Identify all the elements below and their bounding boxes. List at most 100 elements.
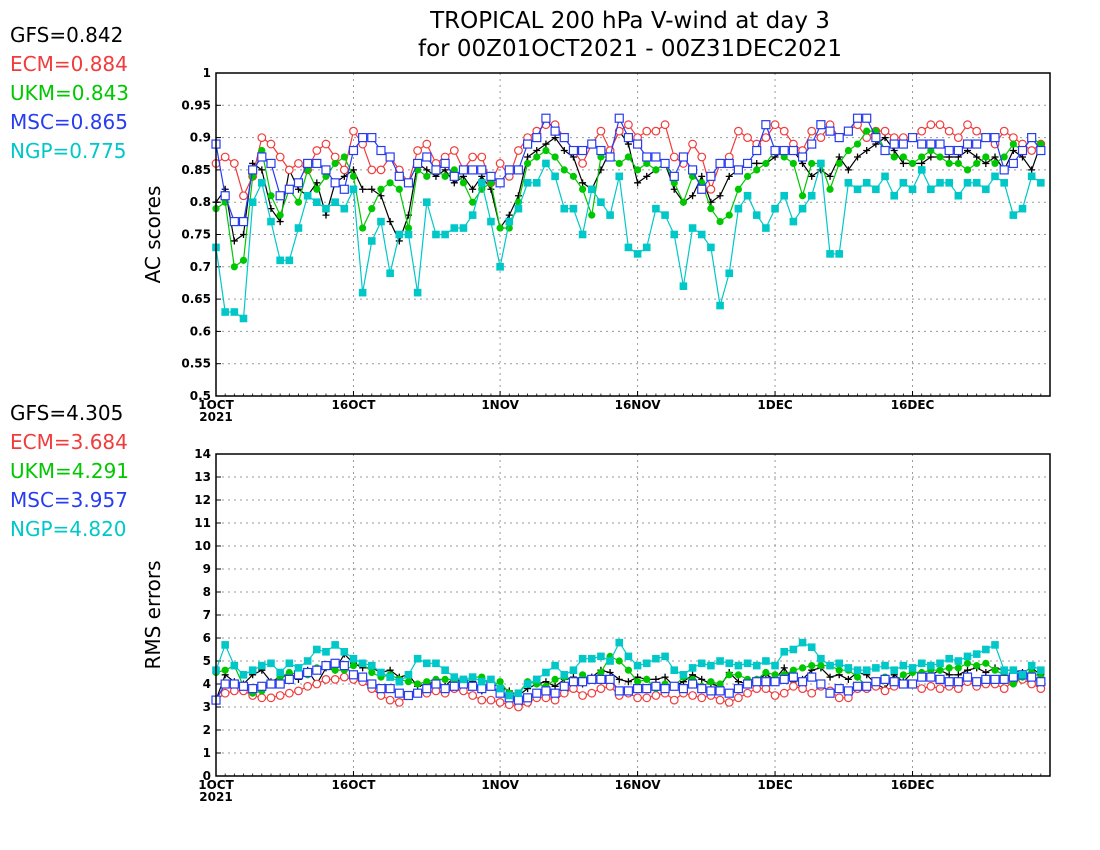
data-point-ukm xyxy=(899,153,907,161)
data-point-msc xyxy=(403,178,414,188)
data-point-gfs xyxy=(423,166,431,174)
data-point-msc xyxy=(449,171,459,181)
data-point-ngp xyxy=(798,204,807,213)
data-point-msc xyxy=(697,184,707,194)
data-point-msc xyxy=(339,660,349,671)
data-point-ngp xyxy=(917,166,926,174)
data-point-ecm xyxy=(220,152,230,162)
data-point-ecm xyxy=(477,152,487,162)
data-point-ukm xyxy=(716,217,724,226)
data-point-ngp xyxy=(752,661,761,670)
data-point-ukm xyxy=(963,659,972,667)
data-point-gfs xyxy=(698,675,706,683)
series-msc xyxy=(211,658,1046,705)
y-tick-label: 6 xyxy=(203,631,211,645)
data-point-ukm xyxy=(423,678,431,686)
data-point-ecm xyxy=(303,681,313,691)
data-point-ukm xyxy=(936,666,944,674)
data-point-ngp xyxy=(514,689,523,697)
data-point-msc xyxy=(706,171,716,181)
data-point-ukm xyxy=(808,159,816,168)
data-point-ecm xyxy=(266,693,276,703)
data-point-ngp xyxy=(248,198,257,206)
data-point-msc xyxy=(596,145,606,156)
data-point-gfs xyxy=(313,179,321,187)
data-point-ngp xyxy=(523,179,532,187)
data-point-ecm xyxy=(257,133,267,143)
data-point-msc xyxy=(440,158,450,169)
data-point-ngp xyxy=(606,211,614,219)
data-point-msc xyxy=(394,171,404,181)
data-point-msc xyxy=(1027,672,1037,682)
data-point-ukm xyxy=(588,211,596,219)
data-point-msc xyxy=(907,133,918,143)
data-point-ngp xyxy=(1018,671,1027,679)
y-tick-label: 14 xyxy=(194,447,211,461)
data-point-ngp xyxy=(459,224,468,232)
data-point-ngp xyxy=(413,288,422,297)
data-point-msc xyxy=(422,683,432,694)
plot-frame xyxy=(215,453,1051,777)
data-point-msc xyxy=(367,679,377,689)
data-point-ukm xyxy=(633,678,642,686)
data-point-ngp xyxy=(945,179,953,187)
data-point-msc xyxy=(733,165,743,175)
data-point-ecm xyxy=(963,120,972,130)
data-point-msc xyxy=(843,686,853,696)
data-point-ukm xyxy=(725,671,733,679)
y-tick-label: 9 xyxy=(203,562,211,576)
data-point-ngp xyxy=(459,675,468,684)
data-point-ecm xyxy=(339,165,349,175)
data-point-ukm xyxy=(908,159,917,168)
data-point-msc xyxy=(348,145,359,156)
data-point-gfs xyxy=(661,673,669,681)
data-point-ecm xyxy=(385,695,395,705)
data-point-msc xyxy=(651,681,661,691)
data-point-ngp xyxy=(743,659,752,668)
data-point-ecm xyxy=(614,126,624,136)
data-point-msc xyxy=(962,672,973,682)
data-point-ngp xyxy=(1037,179,1045,187)
data-point-msc xyxy=(935,674,945,685)
data-point-msc xyxy=(587,674,597,685)
data-point-ukm xyxy=(423,172,431,180)
data-point-ecm xyxy=(422,139,432,149)
data-point-ecm xyxy=(294,686,303,696)
data-point-ngp xyxy=(917,659,926,668)
data-point-ecm xyxy=(275,691,285,700)
data-point-ngp xyxy=(349,185,358,194)
data-point-ukm xyxy=(652,166,660,174)
data-point-gfs xyxy=(808,172,816,180)
data-point-ngp xyxy=(239,671,248,679)
data-point-ngp xyxy=(230,661,239,670)
data-point-ukm xyxy=(817,662,825,670)
x-tick-label: 16OCT xyxy=(332,778,377,792)
data-point-ukm xyxy=(230,263,238,271)
data-point-ngp xyxy=(780,191,789,200)
data-point-ngp xyxy=(441,666,449,674)
plot-frame xyxy=(215,72,1051,397)
data-point-ukm xyxy=(1037,140,1045,148)
data-point-msc xyxy=(238,216,249,227)
data-point-msc xyxy=(293,178,304,188)
data-point-ngp xyxy=(377,217,385,226)
data-point-msc xyxy=(669,171,679,181)
data-point-msc xyxy=(862,113,872,123)
data-point-msc xyxy=(807,139,817,149)
data-point-ngp xyxy=(1018,204,1027,213)
data-point-ngp xyxy=(441,230,449,239)
data-point-ngp xyxy=(752,211,761,219)
data-point-ukm xyxy=(707,205,715,213)
data-point-ngp xyxy=(963,652,972,661)
data-point-msc xyxy=(312,665,322,675)
data-point-msc xyxy=(559,133,569,143)
data-point-ngp xyxy=(313,198,321,206)
data-point-ukm xyxy=(578,671,587,679)
data-point-ukm xyxy=(496,678,504,686)
data-point-msc xyxy=(321,660,331,671)
data-point-ukm xyxy=(899,671,907,679)
data-point-ngp xyxy=(762,657,770,665)
data-point-ecm xyxy=(917,126,927,136)
data-point-ngp xyxy=(285,256,294,265)
data-point-ukm xyxy=(853,673,862,681)
